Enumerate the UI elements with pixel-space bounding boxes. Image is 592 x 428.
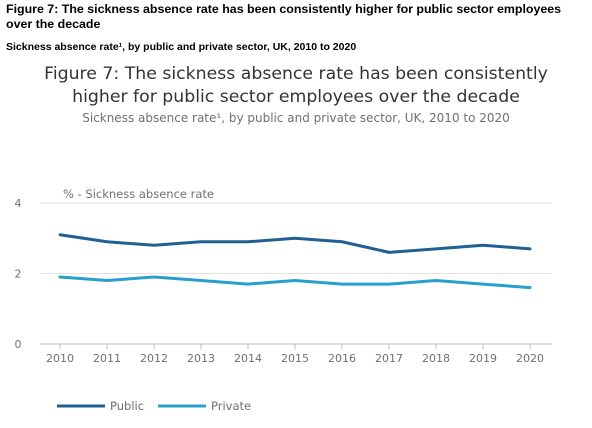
x-tick-label: 2013 — [187, 352, 215, 365]
x-tick-label: 2012 — [140, 352, 168, 365]
series-line-private — [58, 275, 532, 290]
figure-subheading: Sickness absence rate¹, by public and pr… — [6, 41, 357, 53]
chart-title-line-1: Figure 7: The sickness absence rate has … — [44, 64, 548, 84]
series-line-public — [58, 233, 532, 254]
x-tick-label: 2010 — [46, 352, 74, 365]
chart-subtitle: Sickness absence rate¹, by public and pr… — [82, 111, 510, 125]
x-tick-label: 2017 — [375, 352, 403, 365]
y-tick-label: 0 — [15, 338, 22, 351]
x-tick-label: 2018 — [422, 352, 450, 365]
x-tick-label: 2016 — [328, 352, 356, 365]
x-tick-label: 2015 — [281, 352, 309, 365]
x-tick-label: 2019 — [469, 352, 497, 365]
figure-heading: Figure 7: The sickness absence rate has … — [6, 2, 562, 31]
x-tick-label: 2020 — [516, 352, 544, 365]
chart-title: Figure 7: The sickness absence rate has … — [0, 63, 592, 109]
y-tick-label: 2 — [15, 268, 22, 281]
x-tick-label: 2014 — [234, 352, 262, 365]
x-tick-label: 2011 — [93, 352, 121, 365]
legend-label-private: Private — [211, 399, 251, 413]
legend-label-public: Public — [110, 399, 144, 413]
y-tick-label: 4 — [15, 197, 22, 210]
chart-title-line-2: higher for public sector employees over … — [72, 87, 520, 107]
y-axis-label: % - Sickness absence rate — [63, 187, 214, 201]
